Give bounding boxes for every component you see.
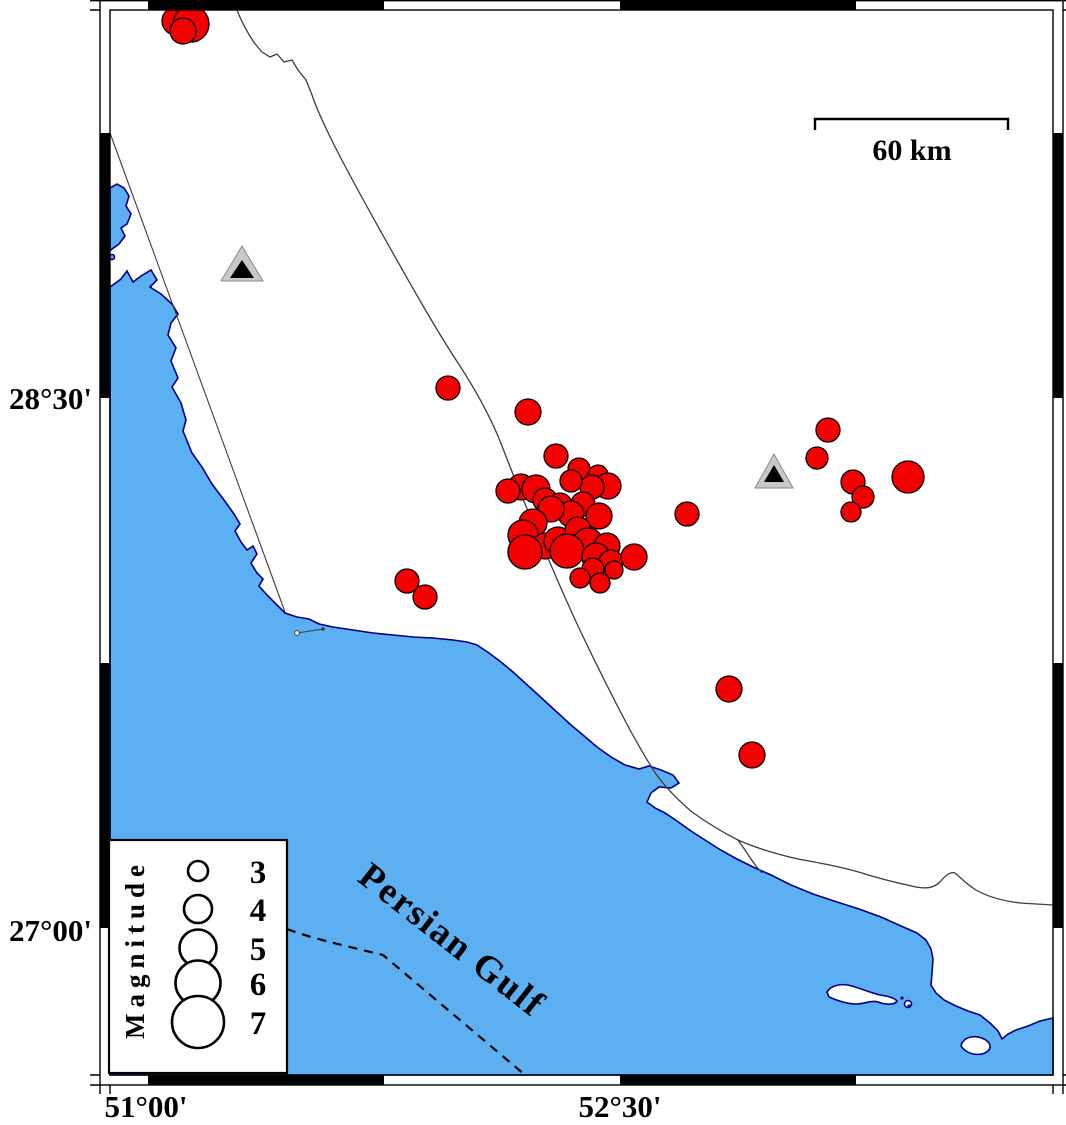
- legend-magnitude-circle: [170, 994, 226, 1050]
- earthquake-marker: [507, 534, 543, 570]
- legend-magnitude-value: 7: [250, 1006, 267, 1042]
- sea-polygon: [109, 268, 1054, 1076]
- earthquake-marker: [514, 398, 542, 426]
- lat-label-north: 28°30': [9, 381, 92, 416]
- straight-boundary-line: [109, 132, 286, 613]
- earthquake-marker: [604, 560, 624, 580]
- earthquake-marker: [169, 17, 197, 45]
- earthquake-marker: [412, 584, 438, 610]
- coastal-lagoon: [109, 183, 132, 253]
- island-small: [960, 1035, 991, 1056]
- persian-gulf-sea: [108, 183, 1054, 1076]
- earthquake-marker: [891, 460, 925, 494]
- earthquake-marker: [815, 417, 841, 443]
- earthquake-marker: [585, 502, 613, 530]
- maritime-boundary-dashed: [286, 927, 526, 1076]
- legend-magnitude-circle: [186, 859, 210, 883]
- rock-dot: [907, 1004, 911, 1008]
- earthquake-marker: [674, 501, 700, 527]
- legend-magnitude-value: 3: [250, 855, 267, 891]
- earthquake-marker: [851, 485, 875, 509]
- lon-label-east: 52°30': [578, 1089, 661, 1124]
- earthquake-marker: [738, 741, 766, 769]
- earthquake-marker: [805, 446, 829, 470]
- legend-magnitude-value: 5: [250, 932, 267, 968]
- earthquake-marker: [549, 533, 585, 569]
- legend-magnitude-value: 4: [250, 893, 267, 929]
- scale-bar-bracket: [813, 117, 1010, 130]
- station-triangle: [754, 452, 794, 489]
- map-frame: [90, 0, 1066, 1094]
- road-east-branch: [737, 839, 1054, 906]
- legend-magnitude-circle: [182, 893, 214, 925]
- lon-label-west: 51°00': [104, 1089, 187, 1124]
- earthquake-marker: [715, 675, 743, 703]
- earthquake-marker: [543, 443, 569, 469]
- scale-bar-label: 60 km: [872, 134, 951, 167]
- earthquake-marker: [840, 501, 862, 523]
- earthquake-marker: [589, 572, 611, 594]
- earthquake-marker: [569, 567, 591, 589]
- earthquake-marker: [559, 469, 583, 493]
- lat-label-south: 27°00': [9, 913, 92, 948]
- earthquake-markers: [161, 5, 925, 769]
- station-triangle: [220, 245, 264, 282]
- scale-bar: 60 km: [813, 117, 1010, 167]
- island-large: [826, 983, 898, 1005]
- earthquake-marker: [394, 568, 420, 594]
- earthquake-marker: [435, 375, 461, 401]
- spit-marker: [294, 627, 325, 636]
- legend-magnitude-value: 6: [250, 967, 267, 1003]
- station-markers: [220, 245, 794, 489]
- earthquake-marker: [495, 478, 521, 504]
- coordinate-labels: 28°30' 27°00' 51°00' 52°30': [9, 381, 662, 1124]
- earthquake-marker: [620, 543, 648, 571]
- legend-title: Magnitude: [120, 859, 150, 1039]
- rock-dot: [900, 996, 904, 1000]
